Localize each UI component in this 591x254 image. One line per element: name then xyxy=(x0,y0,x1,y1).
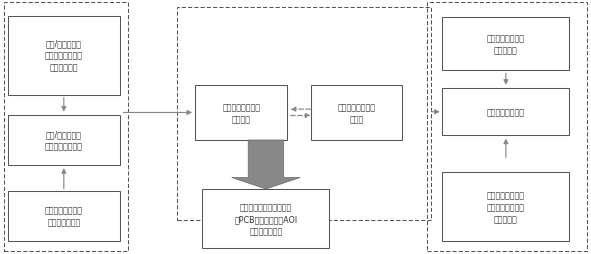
Text: 检测准确性高、可靠性好
的PCB表面瑕疵缺陷AOI
的光学照明系统: 检测准确性高、可靠性好 的PCB表面瑕疵缺陷AOI 的光学照明系统 xyxy=(235,202,297,235)
FancyBboxPatch shape xyxy=(8,17,120,95)
Text: 构造自由曲面光学
算法，设计新型的
自由曲面光: 构造自由曲面光学 算法，设计新型的 自由曲面光 xyxy=(487,190,525,224)
FancyBboxPatch shape xyxy=(202,190,330,248)
FancyBboxPatch shape xyxy=(442,89,569,136)
Text: 高照度均匀度多光
谱光场: 高照度均匀度多光 谱光场 xyxy=(337,103,375,123)
Text: 多光谱光场分布精
确光学模型: 多光谱光场分布精 确光学模型 xyxy=(487,34,525,55)
FancyBboxPatch shape xyxy=(8,115,120,165)
Polygon shape xyxy=(232,140,300,189)
Text: 可见/近红外光谱
范围内的反射率特
性及统计分析: 可见/近红外光谱 范围内的反射率特 性及统计分析 xyxy=(45,39,83,72)
Text: 光场分布全局优化: 光场分布全局优化 xyxy=(487,108,525,117)
FancyBboxPatch shape xyxy=(442,173,569,241)
FancyBboxPatch shape xyxy=(311,86,402,140)
Text: 不同波长反馈图像
多通道识别算法: 不同波长反馈图像 多通道识别算法 xyxy=(45,206,83,227)
Text: 可见/近红外波段
多光谱的光学照明: 可见/近红外波段 多光谱的光学照明 xyxy=(45,130,83,151)
FancyBboxPatch shape xyxy=(8,192,120,241)
Text: 多光谱探测技术与
识别算法: 多光谱探测技术与 识别算法 xyxy=(222,103,260,123)
FancyBboxPatch shape xyxy=(442,18,569,71)
FancyBboxPatch shape xyxy=(195,86,287,140)
